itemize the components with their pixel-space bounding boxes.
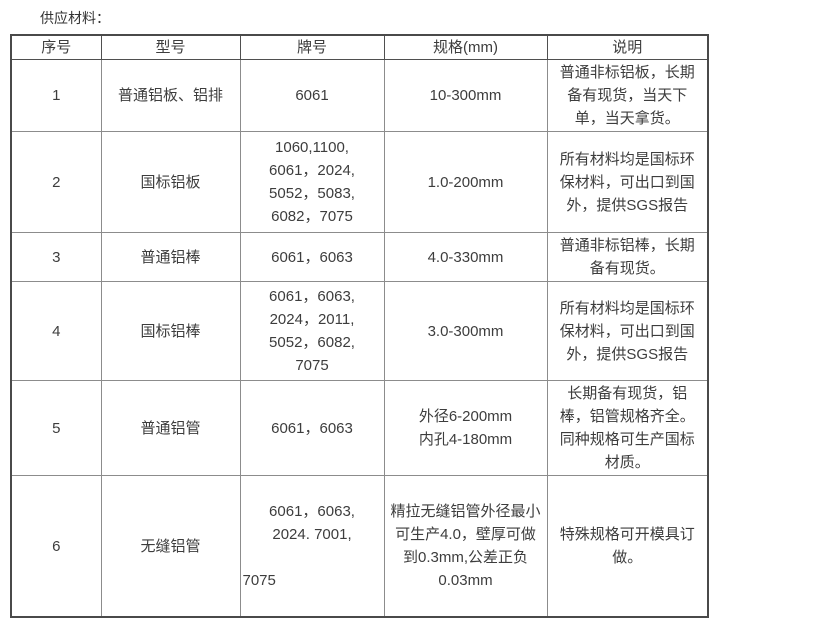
cell-model: 国标铝棒 bbox=[100, 281, 241, 381]
cell-description: 普通非标铝板，长期 备有现货，当天下 单，当天拿货。 bbox=[546, 59, 709, 132]
cell-spec: 精拉无缝铝管外径最小 可生产4.0，壁厚可做 到0.3mm,公差正负 0.03m… bbox=[383, 475, 548, 618]
table-row: 4 国标铝棒 6061，6063, 2024，2011, 5052，6082, … bbox=[10, 281, 709, 381]
brand-last-line: 7075 bbox=[242, 572, 276, 589]
table-row: 2 国标铝板 1060,1100, 6061，2024, 5052，5083, … bbox=[10, 131, 709, 233]
header-cell-serial: 序号 bbox=[10, 34, 102, 60]
cell-serial: 5 bbox=[10, 380, 102, 476]
cell-serial: 3 bbox=[10, 232, 102, 282]
cell-serial: 1 bbox=[10, 59, 102, 132]
cell-brand: 6061，6063, 2024，2011, 5052，6082, 7075 bbox=[239, 281, 385, 381]
cell-serial: 4 bbox=[10, 281, 102, 381]
table-row: 6 无缝铝管 6061，6063, 2024. 7001, 7075 精拉无缝铝… bbox=[10, 475, 709, 618]
cell-model: 国标铝板 bbox=[100, 131, 241, 233]
cell-spec: 3.0-300mm bbox=[383, 281, 548, 381]
cell-description: 特殊规格可开模具订 做。 bbox=[546, 475, 709, 618]
cell-brand: 1060,1100, 6061，2024, 5052，5083, 6082，70… bbox=[239, 131, 385, 233]
header-cell-spec: 规格(mm) bbox=[383, 34, 548, 60]
header-cell-model: 型号 bbox=[100, 34, 241, 60]
cell-model: 普通铝板、铝排 bbox=[100, 59, 241, 132]
cell-serial: 6 bbox=[10, 475, 102, 618]
cell-description: 所有材料均是国标环 保材料，可出口到国 外，提供SGS报告 bbox=[546, 281, 709, 381]
cell-model: 无缝铝管 bbox=[100, 475, 241, 618]
cell-model: 普通铝棒 bbox=[100, 232, 241, 282]
cell-brand: 6061，6063, 2024. 7001, 7075 bbox=[239, 475, 385, 618]
table-row: 5 普通铝管 6061，6063 外径6-200mm 内孔4-180mm 长期备… bbox=[10, 380, 709, 476]
cell-spec: 外径6-200mm 内孔4-180mm bbox=[383, 380, 548, 476]
cell-description: 长期备有现货，铝 棒，铝管规格齐全。 同种规格可生产国标 材质。 bbox=[546, 380, 709, 476]
table-header-row: 序号 型号 牌号 规格(mm) 说明 bbox=[10, 34, 709, 60]
table-row: 1 普通铝板、铝排 6061 10-300mm 普通非标铝板，长期 备有现货，当… bbox=[10, 59, 709, 132]
cell-brand: 6061，6063 bbox=[239, 380, 385, 476]
table-row: 3 普通铝棒 6061，6063 4.0-330mm 普通非标铝棒，长期 备有现… bbox=[10, 232, 709, 282]
brand-lines: 6061，6063, 2024. 7001, bbox=[269, 503, 355, 543]
cell-serial: 2 bbox=[10, 131, 102, 233]
header-cell-description: 说明 bbox=[546, 34, 709, 60]
cell-description: 普通非标铝棒，长期 备有现货。 bbox=[546, 232, 709, 282]
cell-spec: 4.0-330mm bbox=[383, 232, 548, 282]
cell-brand: 6061 bbox=[239, 59, 385, 132]
cell-model: 普通铝管 bbox=[100, 380, 241, 476]
supply-materials-table: 序号 型号 牌号 规格(mm) 说明 1 普通铝板、铝排 6061 10-300… bbox=[10, 34, 709, 618]
cell-spec: 1.0-200mm bbox=[383, 131, 548, 233]
cell-description: 所有材料均是国标环 保材料，可出口到国 外，提供SGS报告 bbox=[546, 131, 709, 233]
cell-brand: 6061，6063 bbox=[239, 232, 385, 282]
page-title: 供应材料： bbox=[40, 10, 110, 26]
header-cell-brand: 牌号 bbox=[239, 34, 385, 60]
cell-spec: 10-300mm bbox=[383, 59, 548, 132]
